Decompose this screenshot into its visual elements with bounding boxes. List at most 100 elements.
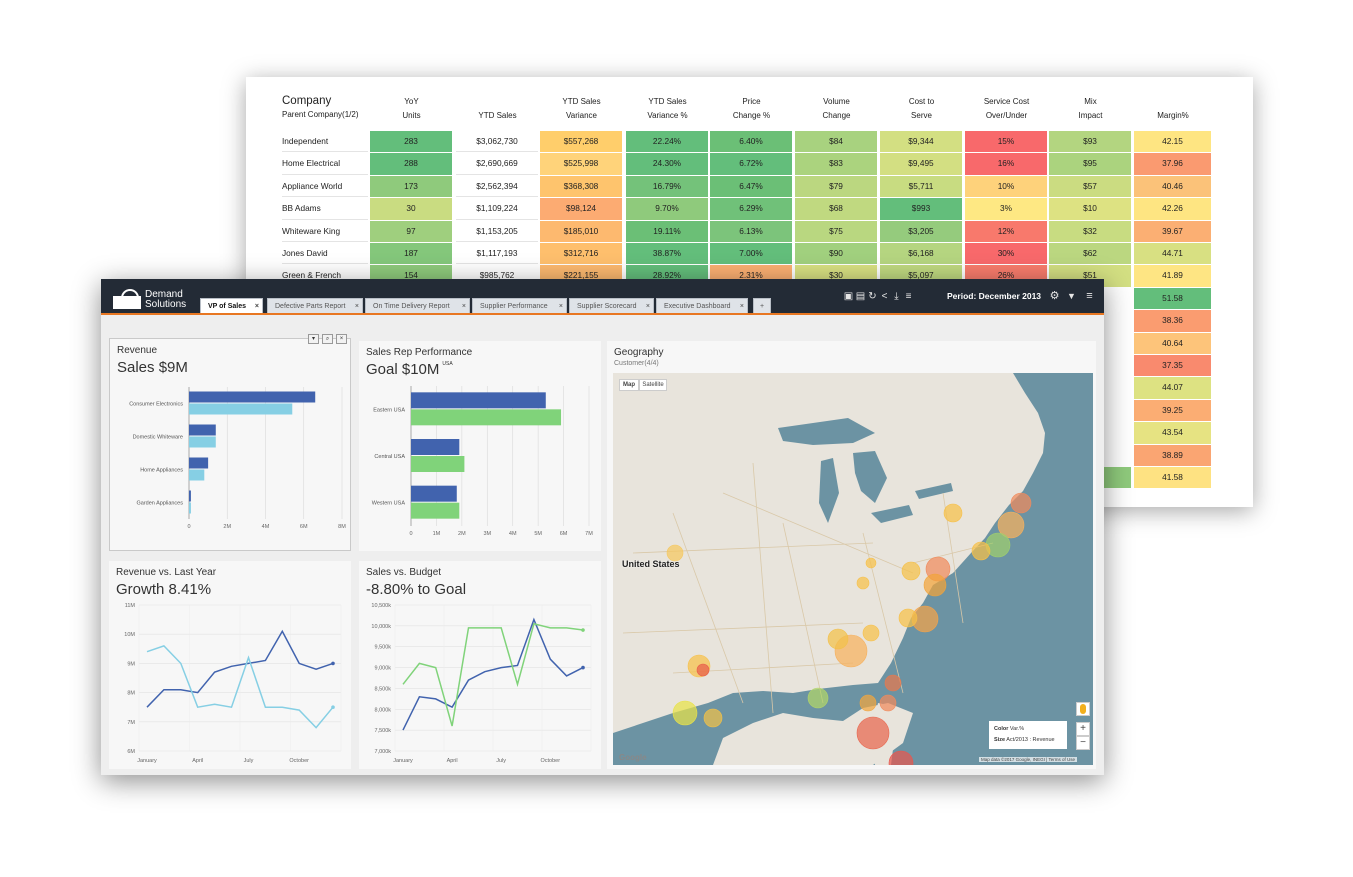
map-bubble[interactable] bbox=[859, 694, 877, 712]
tab-close-icon[interactable]: × bbox=[354, 303, 359, 310]
column-header-mix-impact[interactable]: Mix Impact bbox=[1078, 97, 1103, 120]
column-header-service-cost[interactable]: Service Cost Over/Under bbox=[983, 97, 1030, 120]
series-end-point-1[interactable] bbox=[581, 665, 585, 670]
save-icon[interactable]: ▣ bbox=[843, 291, 854, 302]
tab-defective-parts-report[interactable]: Defective Parts Report × bbox=[267, 298, 363, 315]
bar-eastern-usa-s2[interactable] bbox=[411, 409, 562, 426]
geography-panel[interactable]: Geography Customer(4/4) Map Satellite Un… bbox=[607, 341, 1096, 769]
map-bubble[interactable] bbox=[865, 557, 877, 569]
tab-executive-dashboard[interactable]: Executive Dashboard × bbox=[656, 298, 748, 315]
series-line-1[interactable] bbox=[402, 617, 584, 731]
series-end-point-2[interactable] bbox=[581, 628, 585, 632]
map-bubble[interactable] bbox=[856, 576, 870, 590]
tab-vp-of-sales[interactable]: VP of Sales × bbox=[200, 298, 263, 315]
bar-consumer-electronics-s2[interactable] bbox=[189, 403, 293, 415]
bar-eastern-usa-s1[interactable] bbox=[411, 392, 546, 409]
series-end-point-1[interactable] bbox=[331, 661, 335, 666]
map-type-map-button[interactable]: Map bbox=[619, 379, 639, 391]
tab-supplier-scorecard[interactable]: Supplier Scorecard × bbox=[569, 298, 654, 315]
map-bubble[interactable] bbox=[943, 503, 963, 523]
sales-rep-panel[interactable]: Sales Rep Performance Goal $10M USA 0 1M 2M… bbox=[359, 341, 601, 551]
map-bubble[interactable] bbox=[703, 708, 723, 728]
map-bubble[interactable] bbox=[666, 544, 684, 562]
pegman-icon[interactable] bbox=[1076, 702, 1090, 716]
column-header-volume-change[interactable]: Volume Change bbox=[822, 97, 851, 120]
bar-home-appliances-s1[interactable] bbox=[189, 457, 209, 469]
map-bubble[interactable] bbox=[807, 687, 829, 709]
menu-icon[interactable]: ≡ bbox=[1086, 290, 1093, 302]
map-bubble[interactable] bbox=[997, 511, 1025, 539]
tab-close-icon[interactable]: × bbox=[558, 303, 563, 310]
terms-link[interactable]: Terms of Use bbox=[1048, 757, 1075, 762]
bar-domestic-whiteware-s1[interactable] bbox=[189, 424, 216, 436]
map-bubble[interactable] bbox=[901, 561, 921, 581]
column-header-ytd-sales-variance-pct[interactable]: YTD Sales Variance % bbox=[647, 97, 688, 120]
bar-consumer-electronics-s1[interactable] bbox=[189, 391, 316, 403]
refresh-icon[interactable]: ↻ bbox=[868, 291, 877, 302]
table-row[interactable]: Independent 283 $3,062,730 $557,268 22.24% 6.… bbox=[246, 131, 1253, 153]
bar-central-usa-s2[interactable] bbox=[411, 456, 465, 472]
series-end-point-2[interactable] bbox=[331, 705, 335, 709]
bar-garden-appliances-s1[interactable] bbox=[189, 490, 191, 502]
list-icon[interactable]: ≡ bbox=[905, 291, 912, 302]
table-row[interactable]: Appliance World 173 $2,562,394 $368,308 16.7… bbox=[246, 175, 1253, 198]
tab-label: Supplier Performance bbox=[480, 303, 548, 310]
column-header-ytd-sales[interactable]: YTD Sales bbox=[478, 111, 517, 120]
us-map[interactable] bbox=[613, 373, 1093, 765]
table-row[interactable]: Home Electrical 288 $2,690,669 $525,998 24.3… bbox=[246, 153, 1253, 175]
zoom-in-button[interactable]: + bbox=[1076, 722, 1090, 736]
map-bubble[interactable] bbox=[1010, 492, 1032, 514]
table-row[interactable]: Whiteware King 97 $1,153,205 $185,010 19.11%… bbox=[246, 220, 1253, 243]
map-bubble[interactable] bbox=[884, 674, 902, 692]
tab-close-icon[interactable]: × bbox=[461, 303, 466, 310]
map-bubble[interactable] bbox=[856, 716, 890, 750]
series-line-1[interactable] bbox=[146, 629, 334, 708]
save-as-icon[interactable]: ▤ bbox=[855, 291, 866, 302]
table-row[interactable]: Jones David 187 $1,117,193 $312,716 38.87% 7.… bbox=[246, 243, 1253, 265]
map-type-satellite-button[interactable]: Satellite bbox=[639, 379, 667, 391]
tab-close-icon[interactable]: × bbox=[254, 303, 259, 310]
column-header-price-change-pct[interactable]: Price Change % bbox=[732, 97, 771, 120]
zoom-out-button[interactable]: − bbox=[1076, 736, 1090, 750]
column-header-cost-to-serve[interactable]: Cost to Serve bbox=[908, 97, 935, 120]
map-bubble[interactable] bbox=[898, 608, 918, 628]
tab-on-time-delivery-report[interactable]: On Time Delivery Report × bbox=[365, 298, 470, 315]
bar-western-usa-s2[interactable] bbox=[411, 502, 460, 519]
column-header-margin-pct[interactable]: Margin% bbox=[1157, 111, 1189, 120]
map-bubble[interactable] bbox=[827, 628, 849, 650]
revenue-panel[interactable]: ▾ ⌕ × Revenue Sales $9M 0 2M 4M 6M 8M Consume… bbox=[109, 334, 351, 551]
series-line-2[interactable] bbox=[146, 645, 334, 729]
panel-close-button[interactable]: × bbox=[336, 334, 347, 344]
dropdown-arrow-icon[interactable]: ▼ bbox=[1067, 291, 1076, 301]
bar-garden-appliances-s2[interactable] bbox=[189, 502, 191, 514]
table-row[interactable]: BB Adams 30 $1,109,224 $98,124 9.70% 6.29% $68… bbox=[246, 198, 1253, 220]
map-bubble[interactable] bbox=[923, 573, 947, 597]
bar-home-appliances-s2[interactable] bbox=[189, 469, 205, 481]
series-line-2[interactable] bbox=[402, 622, 584, 727]
sales-vs-budget-panel[interactable]: Sales vs. Budget -8.80% to Goal 10,500k 1… bbox=[359, 561, 601, 769]
bar-domestic-whiteware-s2[interactable] bbox=[189, 436, 216, 448]
panel-dropdown-button[interactable]: ▾ bbox=[308, 334, 319, 344]
panel-zoom-button[interactable]: ⌕ bbox=[322, 334, 333, 344]
column-header-company[interactable]: Company Parent Company(1/2) bbox=[282, 95, 372, 121]
column-header-ytd-sales-variance[interactable]: YTD Sales Variance bbox=[562, 97, 601, 120]
add-tab-button[interactable]: + bbox=[753, 298, 771, 315]
tab-close-icon[interactable]: × bbox=[645, 303, 650, 310]
table-cell-margin-pct: 38.89 bbox=[1134, 444, 1211, 466]
map-bubble[interactable] bbox=[879, 694, 897, 712]
download-icon[interactable]: ⤓ bbox=[894, 291, 899, 302]
map-bubble[interactable] bbox=[888, 750, 914, 765]
bar-central-usa-s1[interactable] bbox=[411, 439, 460, 455]
revenue-vs-last-year-panel[interactable]: Revenue vs. Last Year Growth 8.41% 11M 10… bbox=[109, 561, 351, 769]
tab-close-icon[interactable]: × bbox=[739, 303, 744, 310]
map-bubble[interactable] bbox=[696, 663, 710, 677]
bar-western-usa-s1[interactable] bbox=[411, 485, 457, 502]
map-bubble[interactable] bbox=[862, 624, 880, 642]
table-cell-service-cost: 16% bbox=[965, 153, 1047, 175]
map-bubble[interactable] bbox=[971, 541, 991, 561]
tab-supplier-performance[interactable]: Supplier Performance × bbox=[472, 298, 567, 315]
column-header-yoy-units[interactable]: YoY Units bbox=[402, 97, 421, 120]
map-bubble[interactable] bbox=[672, 700, 698, 726]
share-icon[interactable]: < bbox=[881, 291, 888, 302]
gear-icon[interactable]: ⚙ bbox=[1049, 290, 1060, 302]
